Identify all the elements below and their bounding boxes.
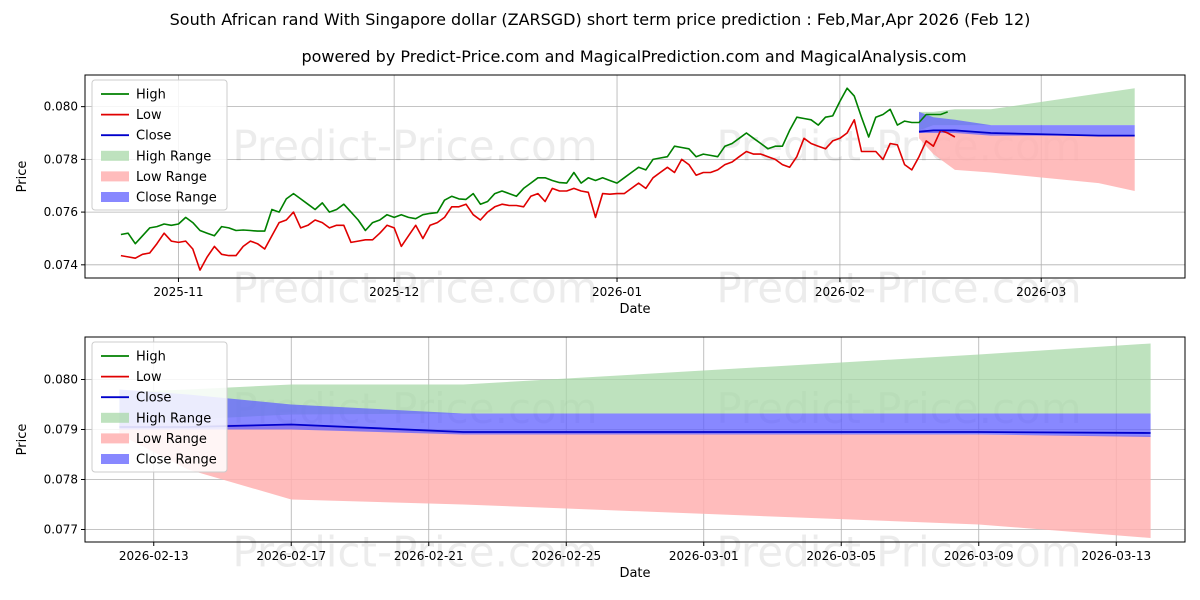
high-series-line xyxy=(120,87,948,245)
low-range-band xyxy=(119,424,1151,538)
y-tick-label: 0.078 xyxy=(44,152,78,166)
legend-low-label: Low xyxy=(136,108,162,123)
x-axis-label: Date xyxy=(619,566,650,581)
y-axis-label: Price xyxy=(15,161,30,193)
legend-low-range-swatch xyxy=(101,433,129,444)
low-range-band xyxy=(919,130,1135,191)
close-series-line xyxy=(918,129,1135,137)
x-tick-label: 2026-01 xyxy=(592,285,642,299)
y-tick-label: 0.080 xyxy=(44,373,78,387)
close-range-band xyxy=(119,389,1151,437)
legend-close-range-label: Close Range xyxy=(136,453,217,468)
watermark: Predict-Price.com xyxy=(716,263,1081,312)
x-tick-label: 2026-02 xyxy=(815,285,865,299)
legend-close-label: Close xyxy=(136,129,171,144)
x-tick-label: 2026-03-05 xyxy=(806,549,876,563)
x-axis-label: Date xyxy=(619,302,650,317)
plot-area xyxy=(119,343,1151,538)
legend-close-range-swatch xyxy=(101,192,129,202)
high-range-band xyxy=(919,88,1135,131)
y-tick-label: 0.080 xyxy=(44,100,78,114)
y-tick-label: 0.079 xyxy=(44,423,78,437)
y-tick-label: 0.076 xyxy=(44,205,78,219)
watermark: Predict-Price.com xyxy=(232,121,597,170)
legend-low-range-swatch xyxy=(101,171,129,182)
plot-area xyxy=(120,87,1135,271)
low-series-line xyxy=(120,119,956,271)
chart-subtitle: powered by Predict-Price.com and Magical… xyxy=(301,47,966,66)
x-tick-label: 2026-03-01 xyxy=(669,549,739,563)
legend-close-label: Close xyxy=(136,391,171,406)
legend-close-range-swatch xyxy=(101,454,129,464)
x-tick-label: 2026-02-21 xyxy=(394,549,464,563)
axes-frame xyxy=(84,336,1186,543)
legend-low-label: Low xyxy=(136,370,162,385)
y-tick-label: 0.078 xyxy=(44,473,78,487)
x-tick-label: 2026-02-13 xyxy=(119,549,189,563)
x-tick-label: 2026-03-13 xyxy=(1081,549,1151,563)
high-range-band xyxy=(119,343,1151,425)
legend-high-range-label: High Range xyxy=(136,411,211,426)
x-tick-label: 2026-02-17 xyxy=(256,549,326,563)
legend-high-range-swatch xyxy=(101,150,129,161)
x-tick-label: 2025-11 xyxy=(153,285,203,299)
x-tick-label: 2026-02-25 xyxy=(531,549,601,563)
x-tick-label: 2026-03 xyxy=(1016,285,1066,299)
legend-high-range-label: High Range xyxy=(136,149,211,164)
y-tick-label: 0.074 xyxy=(44,258,78,272)
legend-close-range-label: Close Range xyxy=(136,191,217,206)
axes-frame xyxy=(84,74,1186,279)
legend-high-label: High xyxy=(136,350,166,365)
legend-low-range-label: Low Range xyxy=(136,170,207,185)
x-tick-label: 2026-03-09 xyxy=(944,549,1014,563)
close-range-band xyxy=(919,111,1135,136)
watermark: Predict-Price.com xyxy=(232,528,597,577)
legend-high-label: High xyxy=(136,88,166,103)
watermark: Predict-Price.com xyxy=(232,263,597,312)
x-tick-label: 2025-12 xyxy=(369,285,419,299)
forecast-panel: 0.077 0.078 0.079 0.080 2026-02-13 2026-02-17… xyxy=(15,336,1186,581)
historical-panel: 0.074 0.076 0.078 0.080 2025-11 2025-12 2026-0… xyxy=(15,74,1186,317)
chart-title: South African rand With Singapore dollar… xyxy=(170,10,1031,29)
y-tick-label: 0.077 xyxy=(44,523,78,537)
watermark: Predict-Price.com xyxy=(716,528,1081,577)
legend-high-range-swatch xyxy=(101,412,129,423)
y-axis-label: Price xyxy=(15,424,30,456)
legend-low-range-label: Low Range xyxy=(136,432,207,447)
